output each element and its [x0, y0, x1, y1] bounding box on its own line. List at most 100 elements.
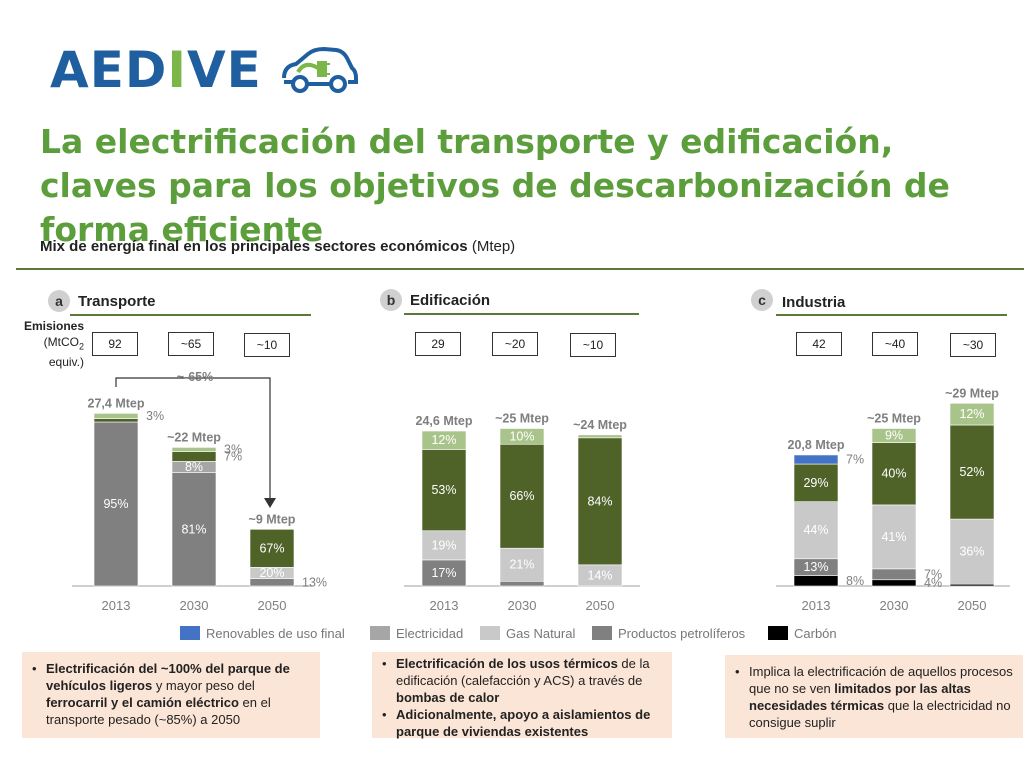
section-a-rule — [70, 314, 311, 316]
emissions-box-industria-2030: ~40 — [872, 332, 918, 356]
bar-segment-label: 20% — [259, 566, 284, 580]
bar-segment-label: 13% — [803, 560, 828, 574]
bar-segment-label: 3% — [146, 409, 164, 423]
note-transporte: Electrificación del ~100% del parque de … — [22, 652, 320, 738]
section-c-rule — [776, 314, 1007, 316]
note-industria-list: Implica la electrificación de aquellos p… — [733, 663, 1015, 731]
section-a-title: Transporte — [78, 293, 156, 310]
bar-segment — [171, 451, 217, 462]
bar-segment-label: 13% — [302, 575, 327, 589]
bar-segment — [793, 463, 839, 502]
bar-total-label: 20,8 Mtep — [788, 438, 845, 452]
x-tick-label: 2050 — [586, 598, 615, 613]
emissions-box-transporte-2013: 92 — [92, 332, 138, 356]
bar-segment — [793, 575, 839, 587]
bar-segment-label: 10% — [509, 429, 534, 443]
bar-segment — [949, 518, 995, 585]
bar-segment — [499, 580, 545, 587]
note-bullet: Electrificación de los usos térmicos de … — [380, 655, 664, 706]
bar-segment — [949, 424, 995, 520]
bar-segment-label: 7% — [846, 453, 864, 467]
bar-segment — [421, 449, 467, 532]
bar-segment — [577, 434, 623, 439]
bar-segment-label: 53% — [431, 483, 456, 497]
bar-segment — [793, 501, 839, 560]
bar-segment-label: 84% — [587, 494, 612, 508]
bar-total-label: ~9 Mtep — [249, 512, 296, 526]
bar-segment — [171, 447, 217, 452]
x-tick-label: 2030 — [880, 598, 909, 613]
bar-segment-label: 36% — [959, 545, 984, 559]
note-edificacion: Electrificación de los usos térmicos de … — [372, 652, 672, 740]
emissions-label: Emisiones (MtCO2 equiv.) — [23, 319, 84, 370]
bar-segment — [499, 428, 545, 445]
bar-segment-label: 8% — [846, 574, 864, 588]
bar-segment-label: 40% — [881, 467, 906, 481]
logo-wordmark: AEDIVE — [50, 41, 262, 99]
bar-segment — [421, 559, 467, 587]
bar-segment — [871, 442, 917, 506]
bar-total-label: 24,6 Mtep — [416, 414, 473, 428]
reduction-annotation: ~-65% — [177, 370, 213, 384]
legend-item-renovables: Renovables de uso final — [180, 626, 345, 644]
bar-total-label: 27,4 Mtep — [88, 396, 145, 410]
bar-segment-label: 95% — [103, 497, 128, 511]
bar-segment-label: 44% — [803, 523, 828, 537]
x-tick-label: 2050 — [958, 598, 987, 613]
section-b-title: Edificación — [410, 292, 491, 309]
note-transporte-list: Electrificación del ~100% del parque de … — [30, 660, 312, 728]
x-tick-label: 2013 — [102, 598, 131, 613]
bar-segment-label: 17% — [431, 566, 456, 580]
legend-item-productos-petroliferos: Productos petrolíferos — [592, 626, 745, 644]
bar-segment-label: 81% — [181, 522, 206, 536]
bar-segment-label: 7% — [224, 450, 242, 464]
bar-segment-label: 4% — [924, 576, 942, 590]
section-a-badge: a — [48, 290, 70, 312]
bar-segment-label: 29% — [803, 476, 828, 490]
section-c-title: Industria — [782, 294, 846, 311]
bar-segment-label: 19% — [431, 538, 456, 552]
bar-segment-label: 67% — [259, 541, 284, 555]
divider — [16, 268, 1024, 270]
x-tick-label: 2030 — [180, 598, 209, 613]
reduction-arrow — [115, 377, 271, 500]
emissions-box-transporte-2030: ~65 — [168, 332, 214, 356]
emissions-box-transporte-2050: ~10 — [244, 333, 290, 357]
bar-segment — [499, 443, 545, 549]
bar-segment-label: 7% — [924, 567, 942, 581]
bar-segment — [93, 413, 139, 419]
emissions-box-industria-2013: 42 — [796, 332, 842, 356]
legend-swatch — [480, 626, 500, 640]
bar-total-label: ~25 Mtep — [495, 412, 549, 426]
x-tick-label: 2030 — [508, 598, 537, 613]
bar-segment — [249, 528, 295, 568]
legend-item-gas-natural: Gas Natural — [480, 626, 575, 644]
note-bullet: Adicionalmente, apoyo a aislamientos de … — [380, 706, 664, 740]
bar-segment-label: 9% — [885, 429, 903, 443]
legend-swatch — [592, 626, 612, 640]
bar-total-label: ~25 Mtep — [867, 412, 921, 426]
legend-swatch — [180, 626, 200, 640]
note-edificacion-list: Electrificación de los usos térmicos de … — [380, 655, 664, 740]
emissions-box-industria-2050: ~30 — [950, 333, 996, 357]
emissions-box-edificacion-2050: ~10 — [570, 333, 616, 357]
bar-segment — [793, 454, 839, 465]
x-tick-label: 2050 — [258, 598, 287, 613]
emissions-box-edificacion-2013: 29 — [415, 332, 461, 356]
section-b-rule — [404, 313, 639, 315]
note-industria: Implica la electrificación de aquellos p… — [725, 655, 1023, 738]
reduction-arrowhead — [264, 498, 276, 508]
bar-total-label: ~22 Mtep — [167, 430, 221, 444]
bar-segment-label: 3% — [224, 443, 242, 457]
bar-segment — [171, 472, 217, 587]
bar-segment — [421, 430, 467, 450]
electric-car-plug-icon — [282, 46, 358, 93]
x-tick-label: 2013 — [802, 598, 831, 613]
bar-total-label: ~24 Mtep — [573, 418, 627, 432]
legend-swatch — [768, 626, 788, 640]
emissions-box-edificacion-2030: ~20 — [492, 332, 538, 356]
bar-segment — [871, 579, 917, 587]
bar-segment-label: 21% — [509, 558, 534, 572]
bar-total-label: ~29 Mtep — [945, 386, 999, 400]
